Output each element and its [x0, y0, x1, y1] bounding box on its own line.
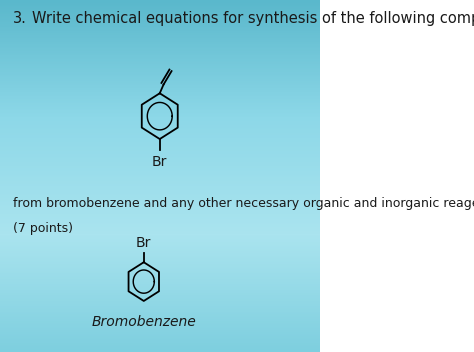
Text: Write chemical equations for synthesis of the following compound: Write chemical equations for synthesis o…	[32, 11, 474, 26]
Text: (7 points): (7 points)	[13, 222, 73, 235]
Text: Bromobenzene: Bromobenzene	[91, 315, 196, 329]
Text: Br: Br	[136, 236, 152, 250]
Text: 3.: 3.	[13, 11, 27, 26]
Text: Br: Br	[152, 155, 167, 169]
Text: from bromobenzene and any other necessary organic and inorganic reagents.: from bromobenzene and any other necessar…	[13, 197, 474, 210]
